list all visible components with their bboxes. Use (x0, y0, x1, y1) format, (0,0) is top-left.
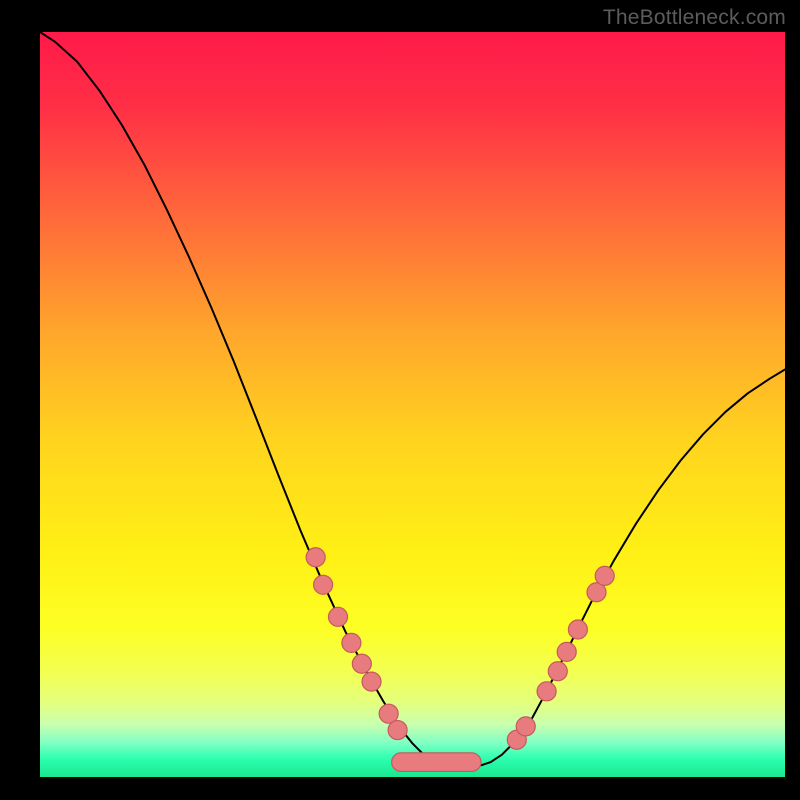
chart-plot-area (40, 32, 785, 777)
chart-svg (40, 32, 785, 777)
watermark-label: TheBottleneck.com (603, 6, 786, 30)
